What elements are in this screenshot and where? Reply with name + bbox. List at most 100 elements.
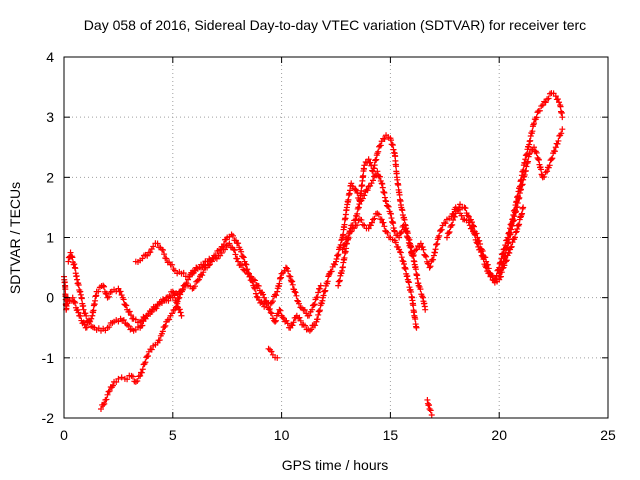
data-point (161, 251, 168, 258)
data-point (549, 155, 556, 162)
data-point (548, 156, 555, 163)
data-point (328, 268, 335, 275)
data-point (359, 221, 366, 228)
data-point (238, 248, 245, 255)
data-point (95, 288, 102, 295)
data-point (455, 205, 462, 212)
y-axis-label: SDTVAR / TECUs (7, 182, 23, 294)
data-point (125, 323, 132, 330)
data-point (286, 272, 293, 279)
data-point (383, 228, 390, 235)
data-point (173, 303, 180, 310)
data-point (212, 252, 219, 259)
data-point (171, 292, 178, 299)
data-point (554, 96, 561, 103)
data-point (457, 201, 464, 208)
data-point (249, 278, 256, 285)
data-point (415, 282, 422, 289)
data-point (365, 225, 372, 232)
data-point (240, 254, 247, 261)
tick-labels: 0 5 10 15 20 25 -2 -1 0 1 2 3 4 (42, 49, 616, 443)
data-point (293, 292, 300, 299)
data-point (252, 290, 259, 297)
data-point (417, 240, 424, 247)
data-point (485, 265, 492, 272)
data-point (192, 267, 199, 274)
data-point (507, 244, 514, 251)
data-point (358, 216, 365, 223)
data-point (470, 222, 477, 229)
data-point (101, 283, 108, 290)
data-point (219, 244, 226, 251)
data-point (78, 295, 85, 302)
y-tick-label: -2 (42, 410, 55, 426)
data-point (451, 213, 458, 220)
data-point (533, 149, 540, 156)
data-point (226, 240, 233, 247)
data-point (80, 306, 87, 313)
data-point (191, 283, 198, 290)
data-point (71, 298, 78, 305)
data-point (345, 234, 352, 241)
axis-ticks (63, 56, 609, 419)
data-point (367, 222, 374, 229)
data-point (266, 305, 273, 312)
data-point (479, 247, 486, 254)
data-point (339, 246, 346, 253)
data-point (342, 240, 349, 247)
data-point (243, 261, 250, 268)
data-point (430, 256, 437, 263)
data-point (396, 234, 403, 241)
data-point (348, 228, 355, 235)
data-point (461, 204, 468, 211)
data-point (72, 299, 79, 306)
data-point (75, 309, 82, 316)
data-point (284, 265, 291, 272)
data-point (544, 168, 551, 175)
data-point (381, 135, 388, 142)
data-point (422, 252, 429, 259)
data-point (129, 373, 136, 380)
data-point (279, 314, 286, 321)
data-point (317, 282, 324, 289)
data-point (397, 249, 404, 256)
data-point (546, 162, 553, 169)
series-track-b (65, 231, 324, 334)
chart-title: Day 058 of 2016, Sidereal Day-to-day VTE… (84, 17, 586, 33)
y-tick-label: 2 (46, 169, 54, 185)
data-point (427, 407, 434, 414)
data-point (278, 270, 285, 277)
data-point (245, 269, 252, 276)
data-point (341, 242, 348, 249)
data-point (166, 293, 173, 300)
data-point (352, 186, 359, 193)
data-point (375, 211, 382, 218)
data-point (177, 309, 184, 316)
data-point (423, 253, 430, 260)
data-point (555, 137, 562, 144)
data-point (179, 286, 186, 293)
data-point (559, 126, 566, 133)
data-point (232, 251, 239, 258)
data-point (536, 107, 543, 114)
data-point (426, 264, 433, 271)
data-point (474, 234, 481, 241)
data-point (220, 241, 227, 248)
data-point (169, 288, 176, 295)
data-point (138, 369, 145, 376)
data-point (465, 213, 472, 220)
data-point (294, 297, 301, 304)
data-point (331, 261, 338, 268)
data-point (419, 243, 426, 250)
data-point (448, 222, 455, 229)
data-point (531, 120, 538, 127)
data-point (443, 234, 450, 241)
data-point (82, 310, 89, 317)
data-point (113, 379, 120, 386)
data-point (142, 315, 149, 322)
data-point (69, 254, 76, 261)
y-tick-label: -1 (42, 350, 55, 366)
data-point (194, 277, 201, 284)
data-point (86, 318, 93, 325)
data-point (374, 210, 381, 217)
